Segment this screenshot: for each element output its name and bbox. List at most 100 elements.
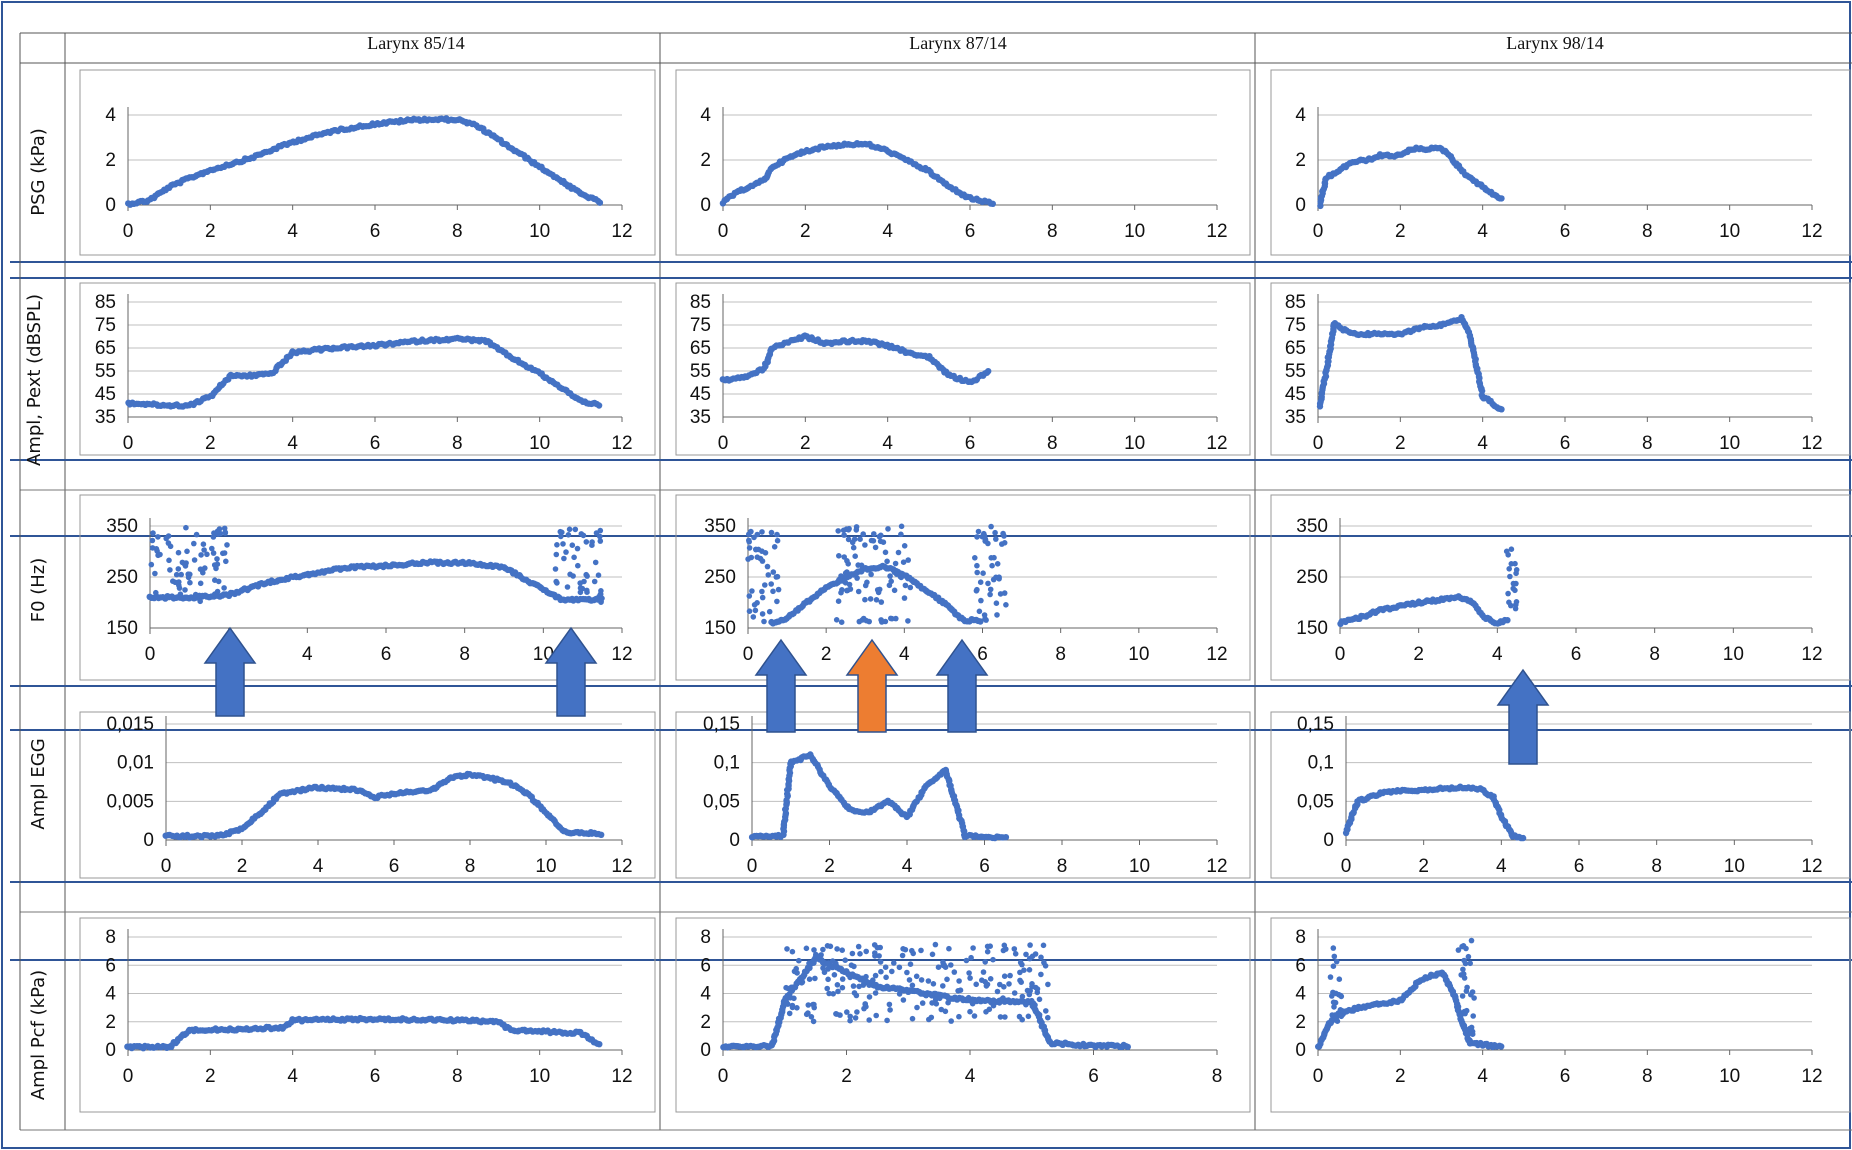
data-point (752, 607, 759, 614)
data-point (982, 536, 989, 542)
y-tick-label: 0 (729, 830, 740, 851)
data-point (884, 558, 890, 565)
x-tick-label: 12 (1206, 644, 1227, 665)
data-point (811, 1001, 817, 1008)
data-point (1470, 1013, 1476, 1019)
row-labels: PSG (kPa) Ampl, Pext (dBSPL) F0 (Hz) Amp… (24, 128, 49, 1100)
data-point (786, 992, 793, 999)
data-point (595, 402, 603, 409)
data-point (167, 567, 173, 573)
x-tick-label: 10 (1719, 221, 1740, 242)
data-point (877, 959, 884, 965)
data-point (853, 992, 860, 999)
data-point (1327, 974, 1334, 980)
data-point (166, 557, 172, 564)
data-point (905, 618, 911, 624)
data-point (825, 976, 831, 983)
data-point (996, 574, 1002, 580)
y-tick-label: 8 (105, 927, 116, 948)
data-series (1342, 783, 1527, 842)
data-point (849, 539, 856, 546)
data-point (1034, 989, 1041, 996)
data-point (886, 582, 893, 589)
data-point (896, 991, 903, 997)
panel-border (79, 494, 656, 681)
data-point (1333, 990, 1339, 997)
data-point (910, 950, 916, 957)
data-point (176, 579, 182, 585)
data-point (857, 951, 863, 957)
data-point (214, 588, 221, 595)
data-point (1036, 996, 1043, 1003)
data-point (766, 608, 773, 615)
y-tick-label: 250 (1296, 567, 1328, 588)
y-tick-label: 250 (106, 567, 138, 588)
x-tick-label: 12 (611, 433, 632, 454)
y-tick-label: 6 (700, 955, 711, 976)
data-point (940, 983, 946, 989)
x-tick-label: 8 (1047, 433, 1058, 454)
y-tick-label: 6 (105, 955, 116, 976)
x-tick-label: 6 (370, 1066, 381, 1087)
data-point (897, 573, 904, 580)
data-point (811, 947, 817, 953)
data-point (969, 1000, 976, 1007)
data-point (846, 525, 852, 532)
data-point (798, 974, 804, 981)
panel-border (79, 282, 656, 456)
data-point (1471, 995, 1477, 1001)
data-point (1012, 951, 1019, 957)
data-point (191, 540, 197, 547)
data-point (1003, 946, 1009, 952)
data-point (968, 954, 974, 961)
chart-panel-8: 150 250 350 0 2 4 6 8 10 12 (1296, 516, 1822, 665)
x-tick-label: 8 (1649, 644, 1660, 665)
y-tick-label: 0,015 (106, 714, 154, 735)
x-tick-label: 6 (1560, 221, 1571, 242)
data-point (560, 541, 566, 547)
y-tick-label: 0,01 (117, 753, 154, 774)
data-point (1021, 967, 1027, 973)
x-tick-label: 8 (1057, 856, 1068, 877)
x-tick-label: 12 (1206, 856, 1227, 877)
data-point (901, 543, 908, 549)
column-titles: Larynx 85/14 Larynx 87/14 Larynx 98/14 (367, 33, 1603, 53)
y-tick-label: 4 (105, 105, 116, 126)
data-point (886, 1001, 893, 1008)
data-point (936, 995, 943, 1002)
data-point (774, 537, 781, 544)
x-tick-label: 2 (821, 644, 832, 665)
data-point (198, 552, 204, 558)
data-point (839, 947, 845, 953)
data-point (981, 612, 988, 618)
data-point (794, 1005, 800, 1011)
data-point (991, 554, 997, 561)
x-tick-label: 0 (1335, 644, 1346, 665)
x-tick-label: 12 (611, 221, 632, 242)
data-point (759, 588, 765, 595)
y-tick-label: 45 (1285, 384, 1306, 405)
row-label-ampl-pext: Ampl, Pext (dBSPL) (24, 294, 45, 466)
data-point (586, 595, 592, 602)
data-point (976, 996, 982, 1003)
data-point (866, 982, 872, 988)
data-series (146, 524, 605, 605)
data-point (967, 1008, 973, 1015)
y-tick-label: 75 (95, 315, 116, 336)
data-point (1465, 953, 1472, 960)
data-point (1498, 195, 1505, 202)
data-point (891, 960, 897, 966)
data-point (967, 975, 973, 981)
data-point (873, 1012, 879, 1019)
x-tick-label: 8 (1642, 1066, 1653, 1087)
data-point (552, 566, 559, 572)
data-point (1331, 1004, 1337, 1010)
x-tick-label: 12 (1801, 221, 1822, 242)
y-tick-label: 150 (1296, 618, 1328, 639)
x-tick-label: 4 (313, 856, 324, 877)
x-tick-label: 2 (205, 221, 216, 242)
data-point (872, 950, 878, 956)
y-tick-label: 2 (1295, 150, 1306, 171)
data-point (826, 990, 832, 997)
data-point (1023, 951, 1029, 958)
